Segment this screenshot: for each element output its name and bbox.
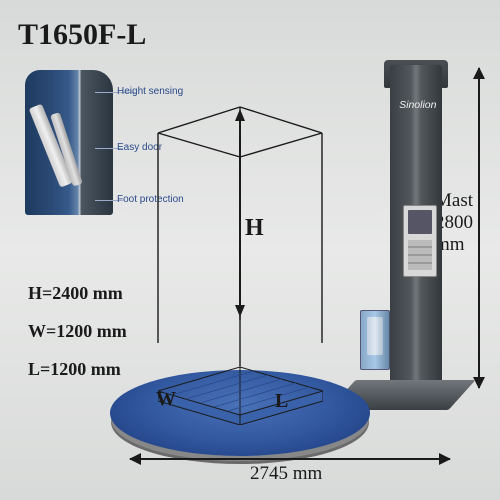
control-panel — [403, 205, 437, 277]
spec-w: W=1200 mm — [28, 313, 127, 351]
spec-h: H=2400 mm — [28, 275, 127, 313]
brand-label: Sinolion — [400, 100, 437, 111]
mast-label: Mast 2800 mm — [435, 190, 495, 256]
turntable-assembly — [110, 360, 380, 470]
machine-diagram: Mast 2800 mm Sinolion — [150, 60, 490, 480]
model-title: T1650F-L — [18, 18, 146, 52]
pallet-outline — [158, 367, 323, 425]
dim-w-label: W — [156, 388, 176, 411]
dim-l-label: L — [275, 390, 288, 413]
base-width-arrow — [130, 458, 450, 460]
dim-h-label: H — [245, 215, 264, 242]
base-width-value: 2745 mm — [250, 463, 322, 485]
